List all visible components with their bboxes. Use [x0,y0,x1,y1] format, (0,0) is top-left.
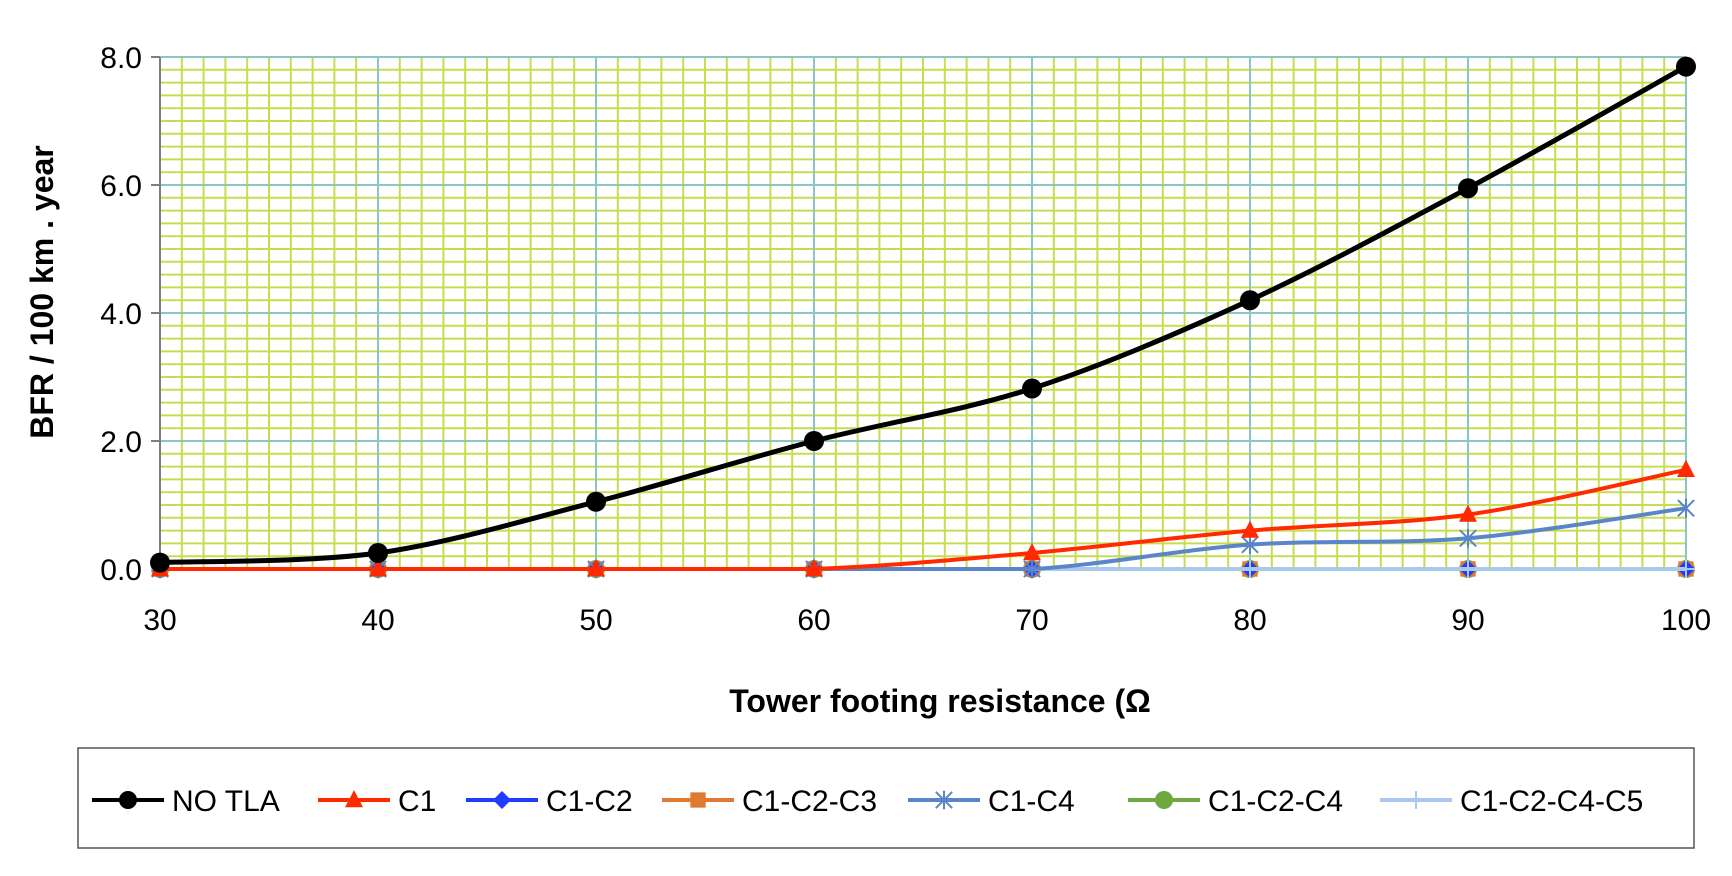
data-point [805,559,823,577]
data-point [1407,791,1425,809]
legend-item: C1-C2-C4-C5 [1380,785,1643,818]
data-point [804,431,824,451]
x-tick-label: 30 [143,604,176,637]
data-point [1241,560,1259,578]
data-point [586,491,606,512]
legend-item: C1-C2 [466,785,633,818]
y-tick-labels: 0.0 2.0 4.0 6.0 8.0 [100,42,142,587]
x-tick-label: 80 [1233,604,1266,637]
y-tick-label: 8.0 [100,42,142,75]
data-point [1677,560,1695,578]
x-tick-label: 50 [579,604,612,637]
data-point [935,790,953,810]
series-layer [150,56,1696,579]
data-point [1023,559,1041,579]
y-tick-label: 6.0 [100,170,142,203]
data-point [493,791,511,809]
legend-label: C1 [398,785,436,818]
legend-label: C1-C2-C4 [1208,785,1343,818]
legend-item: C1 [318,785,436,818]
series-line [159,64,1688,566]
data-point [1458,178,1478,199]
data-point [150,552,170,573]
data-point [368,543,388,563]
data-point [1241,535,1259,554]
series-c1 [151,459,1695,577]
data-point [1677,459,1695,477]
legend-label: C1-C2-C3 [742,785,877,818]
legend-label: C1-C4 [988,785,1075,818]
legend-item: C1-C4 [908,785,1075,818]
data-point [1677,498,1695,518]
data-point [1155,791,1173,809]
legend-label: C1-C2-C4-C5 [1460,785,1643,818]
data-point [345,790,363,808]
series-line [160,467,1687,572]
data-point [1023,543,1041,561]
y-tick-label: 2.0 [100,426,142,459]
legend-label: NO TLA [172,785,280,818]
data-point [1240,290,1260,311]
data-point [1022,378,1042,399]
data-point [1459,528,1477,548]
x-tick-label: 100 [1661,604,1711,637]
x-axis-title: Tower footing resistance (Ω [729,683,1151,719]
series-no-tla [150,56,1696,573]
x-tick-label: 70 [1015,604,1048,637]
legend-item: C1-C2-C4 [1128,785,1343,818]
data-point [690,792,706,808]
x-tick-label: 60 [797,604,830,637]
legend: NO TLA C1 C1-C2 C1-C2-C3 C1-C4 C1-C2-C4 C1-C2-… [92,785,1643,818]
data-point [1459,560,1477,578]
y-tick-label: 0.0 [100,554,142,587]
data-point [119,791,137,809]
legend-item: C1-C2-C3 [662,785,877,818]
data-point [1459,504,1477,522]
y-tick-label: 4.0 [100,298,142,331]
legend-item: NO TLA [92,785,280,818]
x-tick-label: 90 [1451,604,1484,637]
legend-label: C1-C2 [546,785,633,818]
data-point [1241,520,1259,538]
data-point [587,559,605,577]
x-tick-labels: 30 40 50 60 70 80 90 100 [143,604,1711,637]
data-point [1676,56,1696,77]
data-point [369,559,387,577]
x-tick-label: 40 [361,604,394,637]
y-axis-title: BFR / 100 km . year [24,145,60,438]
